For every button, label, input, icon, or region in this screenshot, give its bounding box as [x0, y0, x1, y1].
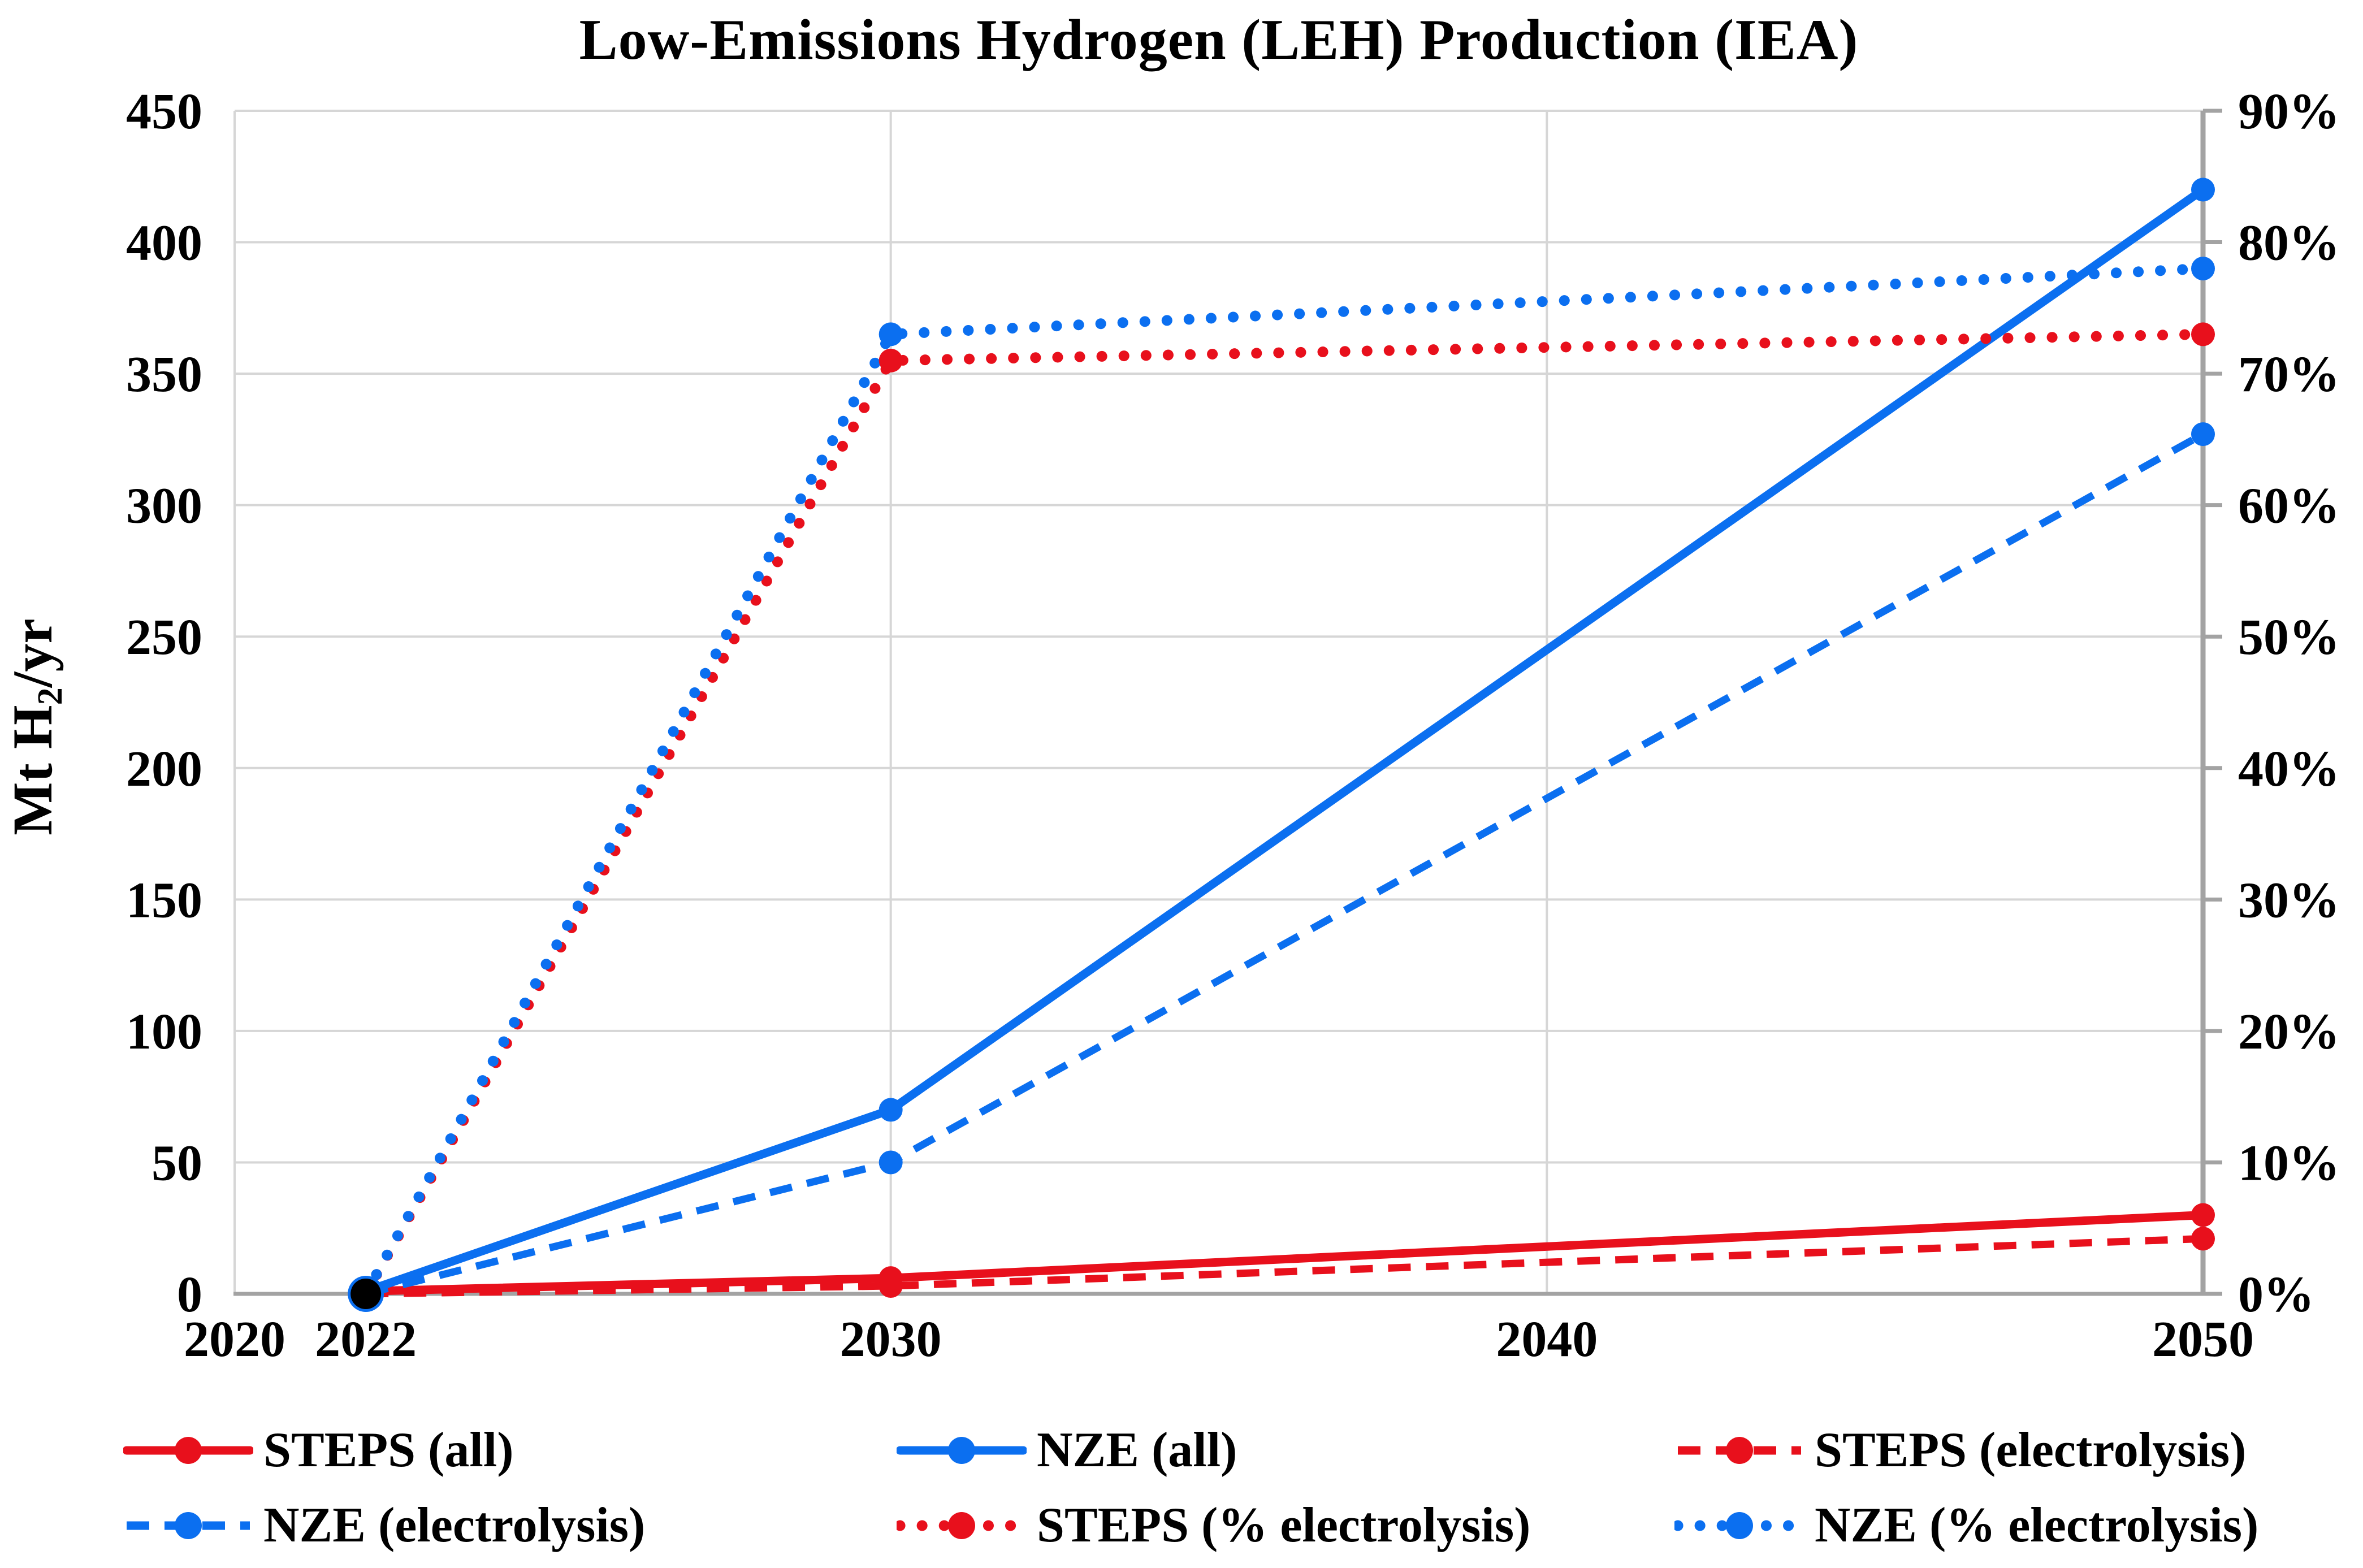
y-left-tick-label: 150 — [126, 872, 202, 928]
legend-sample-solid-line — [897, 1437, 1027, 1464]
legend-item-label: NZE (% electrolysis) — [1815, 1498, 2259, 1553]
y-left-tick-label: 400 — [126, 215, 202, 271]
y-left-tick-label: 250 — [126, 609, 202, 665]
data-point-nze-all — [878, 1098, 903, 1122]
y-right-tick-label: 60% — [2238, 478, 2340, 534]
x-tick-label: 2030 — [840, 1311, 942, 1367]
y-right-tick-label: 40% — [2238, 741, 2340, 797]
y-right-tick-label: 90% — [2238, 84, 2340, 140]
legend-item-label: STEPS (all) — [263, 1423, 514, 1478]
line-nze-all — [361, 185, 2208, 1296]
y-left-tick-label: 300 — [126, 478, 202, 534]
y-right-tick-label: 50% — [2238, 609, 2340, 665]
y-left-tick-label: 200 — [126, 741, 202, 797]
line-steps-electrolysis — [360, 328, 2209, 1300]
line-nze-electrolysis — [360, 263, 2209, 1300]
legend-sample-solid-line — [123, 1437, 253, 1464]
legend-item-nze-all: NZE (all) — [897, 1424, 1237, 1476]
x-tick-label: 2050 — [2152, 1311, 2254, 1367]
data-point-steps-electrolysis — [878, 1274, 903, 1298]
y-right-tick-label: 0% — [2238, 1267, 2314, 1323]
y-left-tick-label: 450 — [126, 84, 202, 140]
legend-item-steps-electrolysis: STEPS (electrolysis) — [1674, 1424, 2246, 1476]
x-tick-label: 2040 — [1496, 1311, 1598, 1367]
data-point-steps-electrolysis — [2191, 1227, 2215, 1251]
start-marker-2022 — [350, 1279, 382, 1309]
line-nze-electrolysis — [365, 431, 2205, 1298]
y-left-tick-label: 50 — [152, 1135, 202, 1191]
y-left-tick-label: 350 — [126, 346, 202, 402]
data-point-steps-electrolysis — [2191, 322, 2215, 346]
data-point-steps-all — [2191, 1203, 2215, 1227]
legend-item-label: NZE (electrolysis) — [263, 1498, 646, 1553]
data-point-nze-electrolysis — [878, 1150, 903, 1175]
data-point-nze-electrolysis — [2191, 257, 2215, 281]
y-right-tick-label: 10% — [2238, 1135, 2340, 1191]
y-right-tick-label: 20% — [2238, 1004, 2340, 1060]
legend-sample-dashed-line — [1678, 1437, 1801, 1464]
legend-item-label: STEPS (% electrolysis) — [1037, 1498, 1531, 1553]
y-right-tick-label: 30% — [2238, 872, 2340, 928]
legend-item-nze-electrolysis: NZE (% electrolysis) — [1674, 1500, 2258, 1552]
y-right-tick-label: 80% — [2238, 215, 2340, 271]
data-point-steps-electrolysis — [878, 348, 903, 372]
legend-sample-dashed-line — [127, 1512, 250, 1539]
data-point-nze-all — [2191, 177, 2215, 202]
legend-sample-dotted-line — [1674, 1512, 1804, 1539]
legend-item-steps-all: STEPS (all) — [123, 1424, 514, 1476]
legend-item-nze-electrolysis: NZE (electrolysis) — [123, 1500, 645, 1552]
y-left-tick-label: 100 — [126, 1004, 202, 1060]
legend-item-label: STEPS (electrolysis) — [1815, 1423, 2247, 1478]
x-tick-label: 2022 — [315, 1311, 417, 1367]
y-right-tick-label: 70% — [2238, 346, 2340, 402]
y-left-tick-label: 0 — [177, 1267, 202, 1323]
data-point-nze-electrolysis — [878, 322, 903, 346]
x-tick-label: 2020 — [184, 1311, 285, 1367]
legend-item-steps-electrolysis: STEPS (% electrolysis) — [897, 1500, 1530, 1552]
legend-sample-dotted-line — [897, 1512, 1027, 1539]
data-point-nze-electrolysis — [2191, 422, 2215, 447]
chart-title: Low-Emissions Hydrogen (LEH) Production … — [579, 8, 1859, 72]
legend-item-label: NZE (all) — [1037, 1423, 1237, 1478]
